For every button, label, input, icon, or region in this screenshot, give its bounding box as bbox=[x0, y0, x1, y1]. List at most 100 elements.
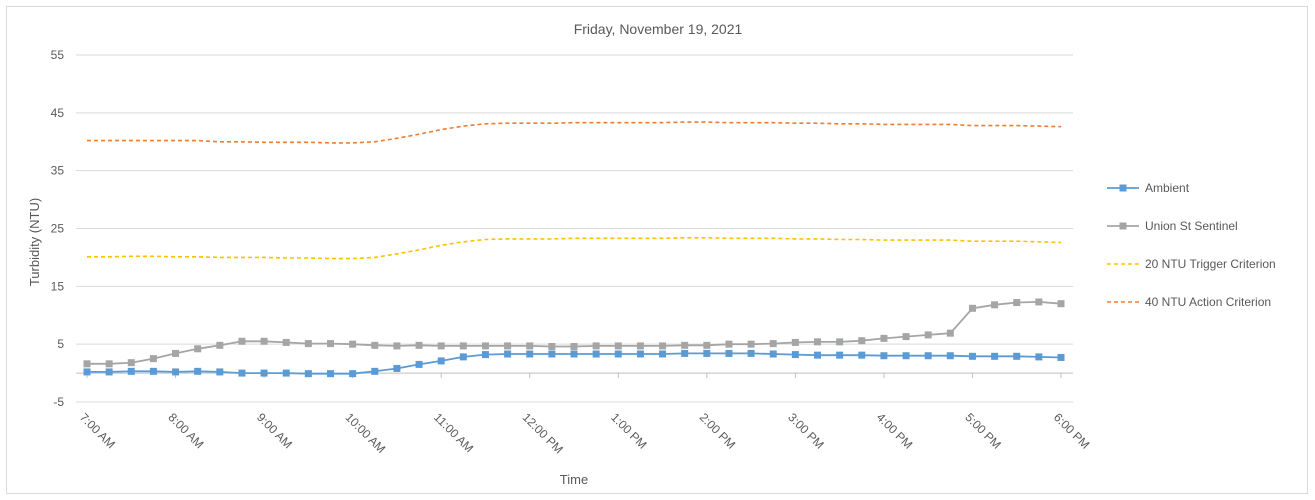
data-point bbox=[681, 341, 689, 349]
data-point bbox=[1035, 353, 1043, 361]
legend: Ambient Union St Sentinel 20 NTU Trigger C… bbox=[1107, 181, 1276, 309]
data-point bbox=[1013, 352, 1021, 360]
data-point bbox=[836, 338, 844, 346]
data-point bbox=[991, 301, 999, 309]
data-point bbox=[415, 360, 423, 368]
data-point bbox=[769, 350, 777, 358]
data-point bbox=[968, 352, 976, 360]
data-point bbox=[149, 355, 157, 363]
legend-label: 20 NTU Trigger Criterion bbox=[1145, 257, 1276, 271]
data-point bbox=[504, 350, 512, 358]
data-point bbox=[570, 342, 578, 350]
data-point bbox=[791, 351, 799, 359]
legend-marker bbox=[1119, 222, 1127, 230]
data-point bbox=[459, 353, 467, 361]
y-axis-title: Turbidity (NTU) bbox=[27, 198, 42, 286]
data-point bbox=[459, 342, 467, 350]
data-point bbox=[1057, 300, 1065, 308]
x-tick-label: 1:00 PM bbox=[608, 410, 650, 452]
data-point bbox=[614, 350, 622, 358]
chart-title: Friday, November 19, 2021 bbox=[574, 21, 743, 37]
data-point bbox=[349, 370, 357, 378]
data-point bbox=[172, 368, 180, 376]
x-tick-labels: 7:00 AM 8:00 AM 9:00 AM 10:00 AM 11:00 AM 12:… bbox=[77, 410, 1093, 456]
x-tick-label: 11:00 AM bbox=[431, 410, 476, 455]
data-point bbox=[946, 352, 954, 360]
y-tick-label: 15 bbox=[51, 279, 65, 293]
data-point bbox=[371, 367, 379, 375]
data-point bbox=[946, 329, 954, 337]
x-tick-label: 4:00 PM bbox=[874, 410, 916, 452]
legend-marker bbox=[1119, 184, 1127, 192]
data-point bbox=[614, 342, 622, 350]
data-point bbox=[393, 342, 401, 350]
y-tick-label: 55 bbox=[51, 48, 65, 62]
data-point bbox=[659, 342, 667, 350]
data-point bbox=[437, 342, 445, 350]
x-tick-label: 5:00 PM bbox=[962, 410, 1004, 452]
x-tick-label: 3:00 PM bbox=[785, 410, 827, 452]
x-axis-title: Time bbox=[560, 472, 588, 487]
data-point bbox=[747, 349, 755, 357]
data-point bbox=[149, 367, 157, 375]
data-point bbox=[747, 340, 755, 348]
data-point bbox=[194, 367, 202, 375]
data-point bbox=[991, 352, 999, 360]
legend-label: 40 NTU Action Criterion bbox=[1145, 295, 1271, 309]
legend-label: Union St Sentinel bbox=[1145, 219, 1238, 233]
data-point bbox=[216, 341, 224, 349]
data-point bbox=[327, 370, 334, 378]
x-tick-label: 10:00 AM bbox=[343, 410, 389, 456]
data-point bbox=[481, 351, 489, 359]
data-point bbox=[902, 333, 910, 341]
data-point bbox=[659, 350, 667, 358]
data-point bbox=[282, 338, 290, 346]
data-point bbox=[814, 338, 821, 346]
data-point bbox=[880, 352, 888, 360]
data-point bbox=[127, 359, 135, 367]
data-point bbox=[481, 342, 489, 350]
y-tick-label: 35 bbox=[51, 164, 65, 178]
data-point bbox=[238, 369, 246, 377]
chart-area bbox=[6, 6, 1308, 494]
data-point bbox=[260, 337, 268, 345]
x-tick-label: 2:00 PM bbox=[697, 410, 739, 452]
data-point bbox=[548, 342, 556, 350]
data-point bbox=[968, 304, 976, 312]
data-point bbox=[238, 337, 246, 345]
data-point bbox=[216, 368, 224, 376]
data-point bbox=[83, 368, 91, 376]
x-tick-label: 7:00 AM bbox=[77, 410, 118, 451]
data-point bbox=[260, 369, 268, 377]
y-tick-label: 45 bbox=[51, 106, 65, 120]
data-point bbox=[725, 340, 733, 348]
x-tick-label: 8:00 AM bbox=[165, 410, 206, 451]
data-point bbox=[592, 350, 600, 358]
data-point bbox=[127, 367, 135, 375]
data-point bbox=[858, 337, 866, 345]
x-tick-label: 9:00 AM bbox=[254, 410, 295, 451]
data-point bbox=[570, 350, 578, 358]
data-point bbox=[105, 368, 113, 376]
data-point bbox=[437, 357, 445, 365]
data-point bbox=[371, 341, 379, 349]
data-point bbox=[703, 341, 711, 349]
data-point bbox=[636, 350, 644, 358]
x-tick-label: 6:00 PM bbox=[1051, 410, 1093, 452]
data-point bbox=[548, 350, 556, 358]
data-point bbox=[282, 369, 290, 377]
series-layer bbox=[83, 121, 1065, 378]
series-line bbox=[87, 237, 1062, 260]
data-point bbox=[902, 352, 910, 360]
y-tick-label: -5 bbox=[53, 395, 64, 409]
data-point bbox=[814, 351, 821, 359]
data-point bbox=[304, 340, 312, 348]
data-point bbox=[304, 370, 312, 378]
data-point bbox=[880, 334, 888, 342]
data-point bbox=[504, 342, 512, 350]
data-point bbox=[526, 342, 534, 350]
data-point bbox=[791, 338, 799, 346]
y-tick-label: 5 bbox=[57, 337, 64, 351]
series-line bbox=[87, 121, 1062, 144]
data-point bbox=[349, 340, 357, 348]
